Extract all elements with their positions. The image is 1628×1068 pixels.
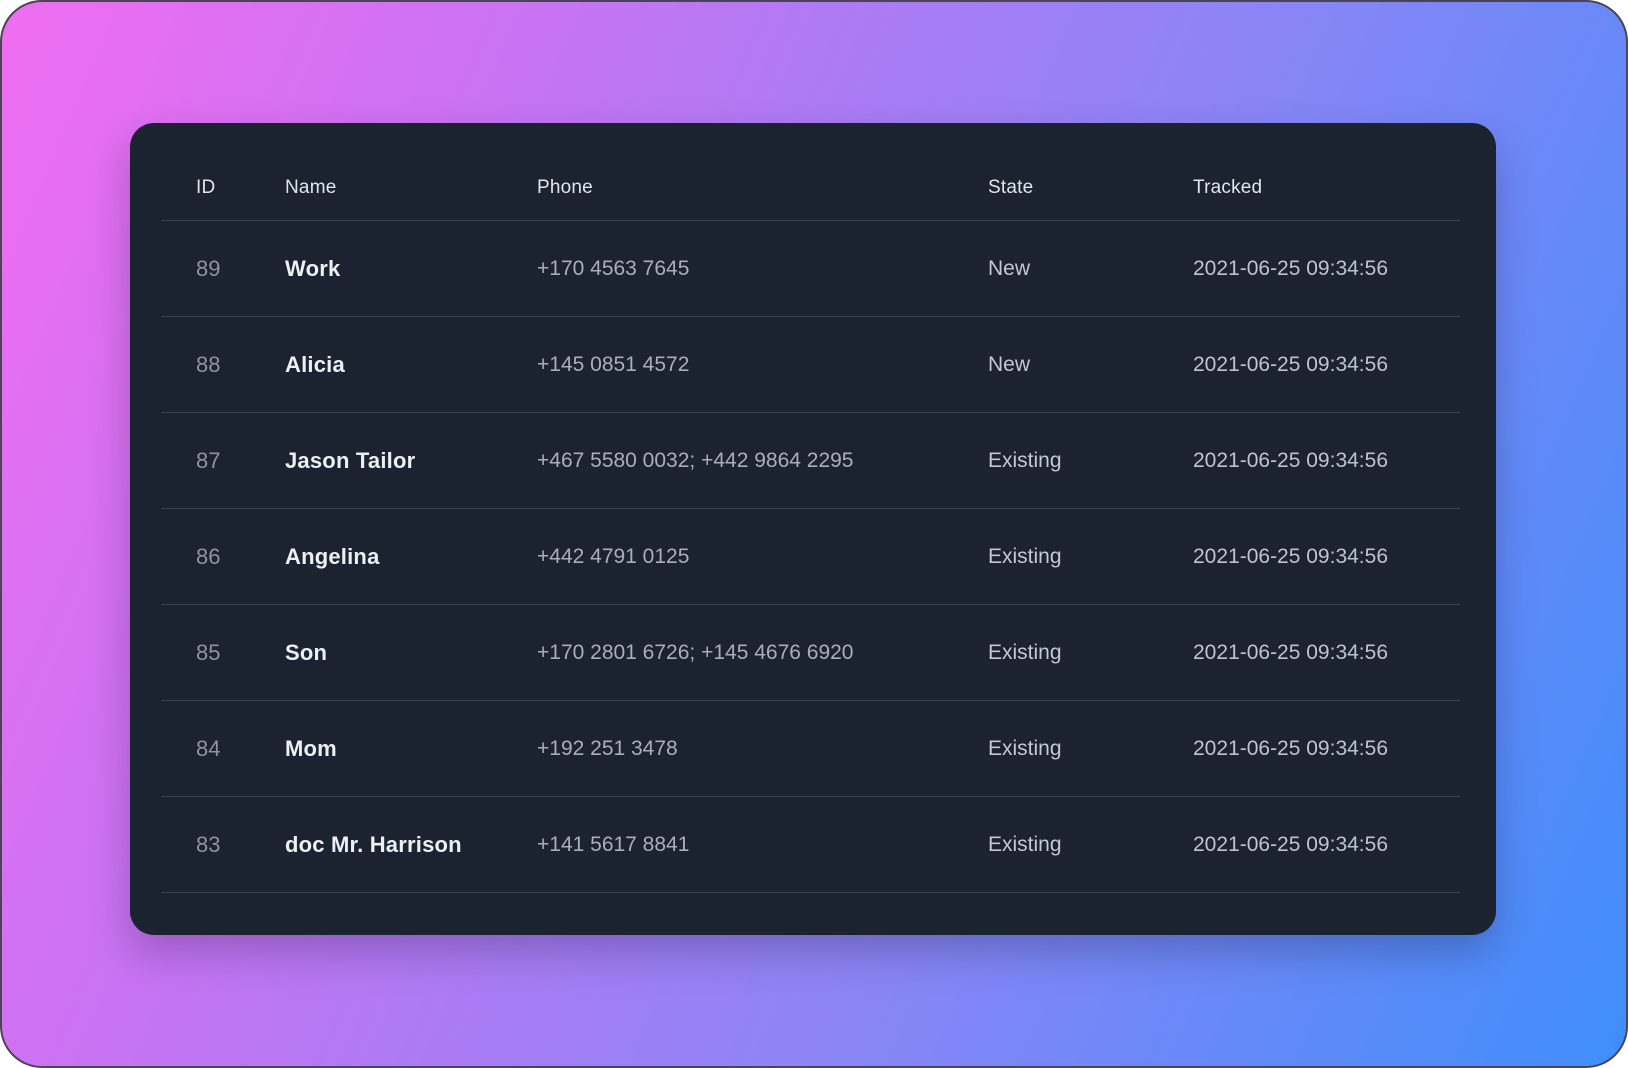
cell-phone: +442 4791 0125 bbox=[537, 544, 690, 568]
cell-state: Existing bbox=[988, 736, 1062, 760]
cell-tracked: 2021-06-25 09:34:56 bbox=[1193, 640, 1388, 664]
cell-id: 86 bbox=[196, 543, 221, 569]
cell-tracked: 2021-06-25 09:34:56 bbox=[1193, 352, 1388, 376]
cell-name: Jason Tailor bbox=[285, 447, 416, 473]
cell-id: 83 bbox=[196, 831, 221, 857]
cell-tracked: 2021-06-25 09:34:56 bbox=[1193, 736, 1388, 760]
table-row: 85 Son +170 2801 6726; +145 4676 6920 Ex… bbox=[162, 605, 1460, 701]
cell-name: Angelina bbox=[285, 543, 380, 569]
cell-name: Work bbox=[285, 255, 341, 281]
cell-state: Existing bbox=[988, 832, 1062, 856]
table-row: 83 doc Mr. Harrison +141 5617 8841 Exist… bbox=[162, 797, 1460, 893]
cell-tracked: 2021-06-25 09:34:56 bbox=[1193, 544, 1388, 568]
table-row: 88 Alicia +145 0851 4572 New 2021-06-25 … bbox=[162, 317, 1460, 413]
table-header-row: ID Name Phone State Tracked bbox=[162, 123, 1460, 221]
cell-id: 88 bbox=[196, 351, 221, 377]
cell-state: New bbox=[988, 256, 1031, 280]
cell-state: Existing bbox=[988, 640, 1062, 664]
cell-phone: +141 5617 8841 bbox=[537, 832, 690, 856]
cell-phone: +170 4563 7645 bbox=[537, 256, 690, 280]
cell-name: Son bbox=[285, 639, 328, 665]
cell-tracked: 2021-06-25 09:34:56 bbox=[1193, 448, 1388, 472]
column-header-tracked: Tracked bbox=[1193, 177, 1263, 198]
cell-tracked: 2021-06-25 09:34:56 bbox=[1193, 256, 1388, 280]
cell-state: Existing bbox=[988, 544, 1062, 568]
cell-phone: +170 2801 6726; +145 4676 6920 bbox=[537, 640, 854, 664]
table-row: 89 Work +170 4563 7645 New 2021-06-25 09… bbox=[162, 221, 1460, 317]
cell-id: 87 bbox=[196, 447, 221, 473]
cell-phone: +192 251 3478 bbox=[537, 736, 678, 760]
cell-state: New bbox=[988, 352, 1031, 376]
cell-name: doc Mr. Harrison bbox=[285, 831, 462, 857]
contacts-table-card: ID Name Phone State Tracked 89 Work +170… bbox=[130, 123, 1496, 935]
column-header-phone: Phone bbox=[537, 177, 593, 198]
cell-name: Alicia bbox=[285, 351, 345, 377]
cell-name: Mom bbox=[285, 735, 337, 761]
column-header-name: Name bbox=[285, 177, 337, 198]
cell-id: 85 bbox=[196, 639, 221, 665]
cell-id: 89 bbox=[196, 255, 221, 281]
cell-phone: +145 0851 4572 bbox=[537, 352, 690, 376]
table-row: 86 Angelina +442 4791 0125 Existing 2021… bbox=[162, 509, 1460, 605]
column-header-state: State bbox=[988, 177, 1034, 198]
cell-phone: +467 5580 0032; +442 9864 2295 bbox=[537, 448, 854, 472]
table-row: 84 Mom +192 251 3478 Existing 2021-06-25… bbox=[162, 701, 1460, 797]
cell-state: Existing bbox=[988, 448, 1062, 472]
cell-id: 84 bbox=[196, 735, 221, 761]
table-row: 87 Jason Tailor +467 5580 0032; +442 986… bbox=[162, 413, 1460, 509]
cell-tracked: 2021-06-25 09:34:56 bbox=[1193, 832, 1388, 856]
column-header-id: ID bbox=[196, 177, 216, 198]
